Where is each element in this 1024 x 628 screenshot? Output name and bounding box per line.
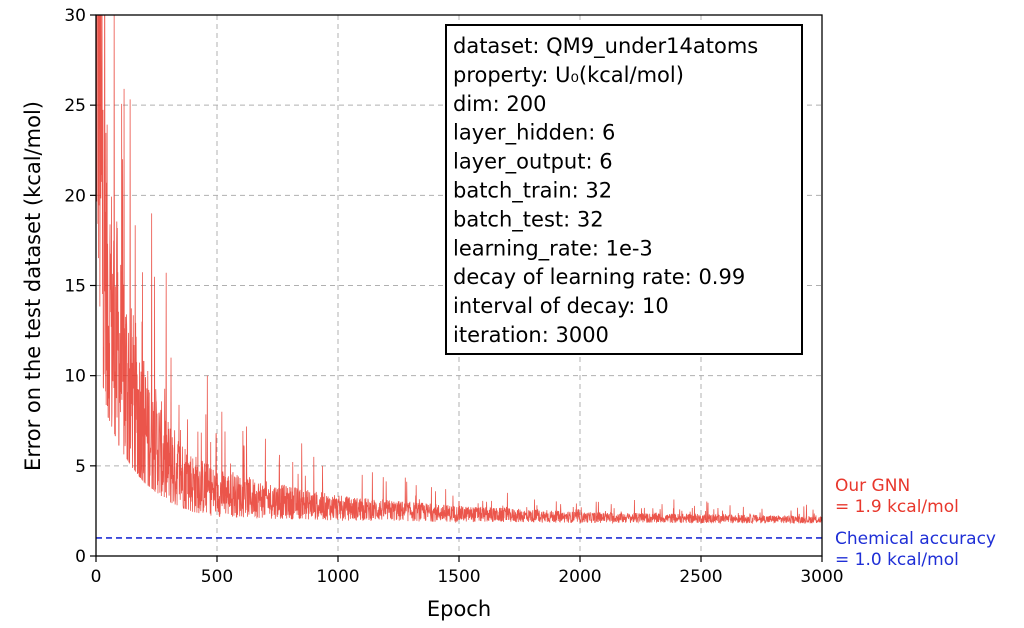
y-tick-label: 25: [64, 96, 86, 116]
x-tick-label: 1000: [316, 567, 359, 587]
y-tick-label: 15: [64, 277, 86, 297]
hyperparameter-box: dataset: QM9_under14atoms property: U₀(kc…: [445, 24, 803, 355]
hyperparameter-line: iteration: 3000: [453, 323, 609, 347]
chem-accuracy-annotation-line2: = 1.0 kcal/mol: [835, 550, 959, 570]
x-axis-title: Epoch: [427, 597, 491, 621]
x-tick-label: 1500: [437, 567, 480, 587]
y-tick-label: 10: [64, 367, 86, 387]
hyperparameter-line: layer_output: 6: [453, 150, 613, 175]
x-axis-ticks: 0 500 1000 1500 2000 2500 3000: [91, 556, 844, 587]
hyperparameter-line: dim: 200: [453, 92, 546, 116]
gnn-error-line: [96, 15, 822, 525]
x-tick-label: 500: [201, 567, 233, 587]
x-tick-label: 2000: [558, 567, 601, 587]
y-axis-title: Error on the test dataset (kcal/mol): [21, 101, 45, 471]
hyperparameter-line: decay of learning rate: 0.99: [453, 265, 745, 289]
y-axis-ticks: 0 5 10 15 20 25 30: [64, 6, 96, 567]
gnn-annotation-line1: Our GNN: [835, 476, 910, 496]
chem-accuracy-annotation-line1: Chemical accuracy: [835, 529, 996, 549]
x-tick-label: 0: [91, 567, 102, 587]
hyperparameter-line: layer_hidden: 6: [453, 121, 615, 146]
hyperparameter-line: batch_train: 32: [453, 179, 612, 204]
y-tick-label: 5: [75, 457, 86, 477]
hyperparameter-line: dataset: QM9_under14atoms: [453, 34, 758, 59]
y-tick-label: 0: [75, 547, 86, 567]
y-tick-label: 20: [64, 186, 86, 206]
series-annotations: Our GNN = 1.9 kcal/mol Chemical accuracy…: [835, 476, 996, 570]
x-tick-label: 3000: [800, 567, 843, 587]
hyperparameter-line: batch_test: 32: [453, 207, 604, 232]
hyperparameter-line: learning_rate: 1e-3: [453, 236, 653, 261]
hyperparameter-box-frame: [445, 24, 803, 355]
series-layer: [96, 15, 822, 539]
x-tick-label: 2500: [679, 567, 722, 587]
y-tick-label: 30: [64, 6, 86, 26]
gnn-annotation-line2: = 1.9 kcal/mol: [835, 497, 959, 517]
hyperparameter-line: property: U₀(kcal/mol): [453, 63, 684, 87]
hyperparameter-line: interval of decay: 10: [453, 294, 669, 318]
